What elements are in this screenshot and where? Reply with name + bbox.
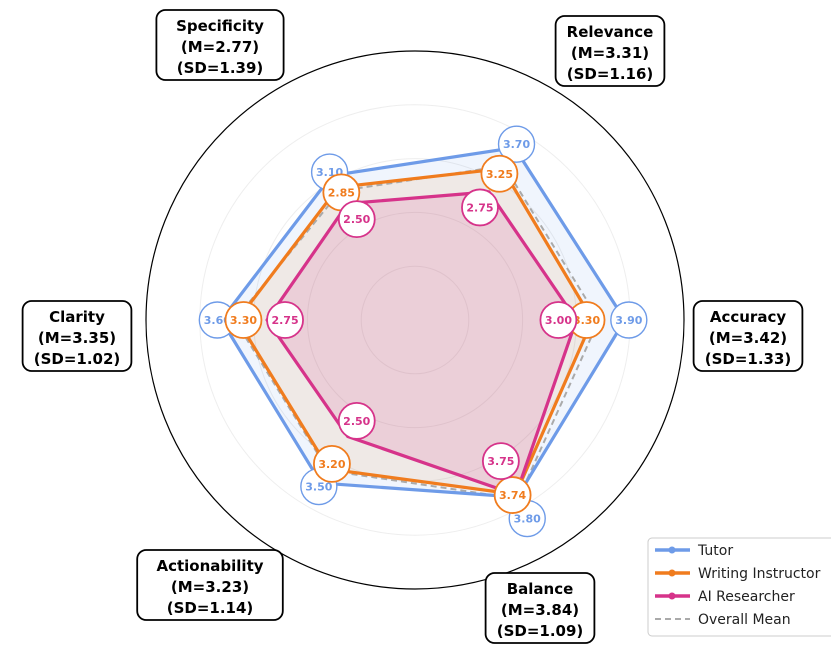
value-marker: 2.75 — [461, 188, 499, 227]
value-circle — [337, 401, 376, 440]
value-marker: 3.25 — [480, 154, 519, 193]
axis-label-text: Balance — [507, 580, 574, 598]
legend-label: Writing Instructor — [698, 566, 821, 582]
value-marker: 2.50 — [337, 401, 376, 440]
grid-ring — [360, 265, 470, 375]
axis-label-relevance: Relevance (M=3.31) (SD=1.16) — [554, 15, 666, 87]
legend-marker — [668, 569, 676, 577]
axis-label-text: Accuracy — [710, 308, 786, 326]
axis-label-box — [136, 549, 284, 621]
axis-label-text: (SD=1.33) — [705, 350, 792, 368]
legend-label: Tutor — [697, 543, 733, 559]
value-label: 2.75 — [466, 201, 493, 214]
value-circle — [266, 301, 304, 339]
value-label: 3.74 — [499, 489, 526, 502]
axis-label-box — [21, 300, 133, 372]
legend-marker — [668, 592, 676, 600]
axis-label-text: (M=2.77) — [181, 38, 259, 56]
axis-label-text: (SD=1.09) — [497, 622, 584, 640]
value-label: 2.75 — [271, 314, 298, 327]
value-label: 3.90 — [615, 314, 642, 327]
axis-label-balance: Balance (M=3.84) (SD=1.09) — [484, 572, 596, 644]
value-label: 3.70 — [503, 138, 530, 151]
value-label: 3.30 — [573, 314, 600, 327]
axis-label-clarity: Clarity (M=3.35) (SD=1.02) — [21, 300, 133, 372]
value-label: 2.50 — [343, 415, 370, 428]
value-label: 2.85 — [328, 186, 355, 199]
series-area — [221, 147, 625, 498]
axis-label-text: (M=3.23) — [171, 578, 249, 596]
legend: Tutor Writing Instructor AI Researcher Over… — [647, 537, 831, 637]
legend-box — [647, 537, 831, 637]
value-label: 3.30 — [230, 314, 257, 327]
legend-label: AI Researcher — [698, 589, 795, 605]
axis-label-box — [155, 9, 285, 81]
outer-ring — [145, 50, 685, 590]
value-circle — [313, 444, 351, 483]
series-area — [237, 168, 593, 495]
axis-label-text: Relevance — [567, 23, 654, 41]
value-marker: 3.30 — [567, 301, 606, 339]
value-circle — [224, 301, 263, 339]
axis-label-text: Specificity — [176, 17, 264, 35]
axis-label-text: (M=3.35) — [38, 329, 116, 347]
value-label: 3.20 — [318, 458, 345, 471]
value-marker: 3.30 — [224, 301, 263, 339]
value-marker: 2.75 — [266, 301, 304, 339]
axis-label-text: (SD=1.02) — [34, 350, 121, 368]
value-circle — [337, 200, 376, 239]
value-label: 3.60 — [204, 314, 231, 327]
axis-label-box — [484, 572, 596, 644]
value-marker: 3.60 — [198, 301, 237, 339]
axis-label-text: (M=3.84) — [501, 601, 579, 619]
grid-ring — [306, 211, 524, 429]
legend-marker — [668, 546, 676, 554]
value-marker: 3.75 — [481, 442, 520, 481]
axis-label-specificity: Specificity (M=2.77) (SD=1.39) — [155, 9, 285, 81]
value-circle — [461, 188, 499, 227]
value-circle — [493, 476, 532, 514]
value-circle — [610, 301, 648, 339]
value-label: 2.50 — [343, 213, 370, 226]
axis-label-text: (SD=1.16) — [567, 65, 654, 83]
value-circle — [539, 301, 578, 339]
value-circle — [480, 154, 519, 193]
value-label: 3.00 — [545, 314, 572, 327]
axis-label-text: Clarity — [49, 308, 105, 326]
axis-label-text: (SD=1.14) — [167, 599, 254, 617]
axis-label-accuracy: Accuracy (M=3.42) (SD=1.33) — [692, 300, 804, 372]
axis-label-text: (M=3.31) — [571, 44, 649, 62]
axis-label-text: (M=3.42) — [709, 329, 787, 347]
legend-label: Overall Mean — [698, 612, 791, 628]
value-marker: 3.00 — [539, 301, 578, 339]
value-label: 3.80 — [514, 513, 541, 526]
axis-label-actionability: Actionability (M=3.23) (SD=1.14) — [136, 549, 284, 621]
value-marker: 2.50 — [337, 200, 376, 239]
value-label: 3.25 — [486, 168, 513, 181]
axis-labels: Relevance (M=3.31) (SD=1.16) Accuracy (M=3.4… — [21, 9, 804, 644]
axis-label-text: (SD=1.39) — [177, 59, 264, 77]
value-circle — [481, 442, 520, 481]
value-marker: 3.90 — [610, 301, 648, 339]
value-marker: 3.74 — [493, 476, 532, 514]
axis-label-text: Actionability — [156, 557, 263, 575]
axis-label-box — [692, 300, 804, 372]
value-circle — [497, 125, 536, 163]
value-marker: 3.70 — [497, 125, 536, 163]
value-labels: 3.703.903.803.503.603.10 3.253.303.743.20… — [198, 125, 648, 538]
value-label: 3.50 — [305, 481, 332, 494]
axis-label-box — [554, 15, 666, 87]
value-marker: 3.20 — [313, 444, 351, 483]
value-label: 3.75 — [487, 455, 514, 468]
